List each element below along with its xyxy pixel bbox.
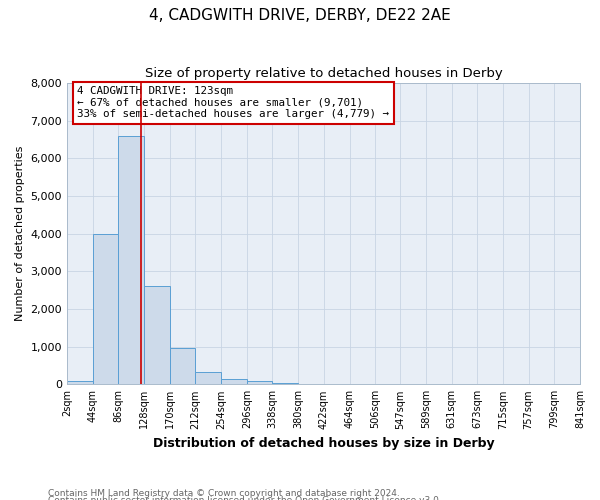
Bar bbox=[118, 136, 144, 384]
X-axis label: Distribution of detached houses by size in Derby: Distribution of detached houses by size … bbox=[153, 437, 494, 450]
Text: Contains public sector information licensed under the Open Government Licence v3: Contains public sector information licen… bbox=[48, 496, 442, 500]
Bar bbox=[221, 380, 247, 384]
Bar bbox=[196, 372, 221, 384]
Bar bbox=[170, 348, 196, 385]
Text: 4, CADGWITH DRIVE, DERBY, DE22 2AE: 4, CADGWITH DRIVE, DERBY, DE22 2AE bbox=[149, 8, 451, 22]
Bar bbox=[272, 383, 298, 384]
Bar bbox=[144, 286, 170, 384]
Title: Size of property relative to detached houses in Derby: Size of property relative to detached ho… bbox=[145, 68, 502, 80]
Text: Contains HM Land Registry data © Crown copyright and database right 2024.: Contains HM Land Registry data © Crown c… bbox=[48, 488, 400, 498]
Bar bbox=[67, 382, 93, 384]
Bar bbox=[93, 234, 118, 384]
Text: 4 CADGWITH DRIVE: 123sqm
← 67% of detached houses are smaller (9,701)
33% of sem: 4 CADGWITH DRIVE: 123sqm ← 67% of detach… bbox=[77, 86, 389, 120]
Bar bbox=[247, 382, 272, 384]
Y-axis label: Number of detached properties: Number of detached properties bbox=[15, 146, 25, 322]
